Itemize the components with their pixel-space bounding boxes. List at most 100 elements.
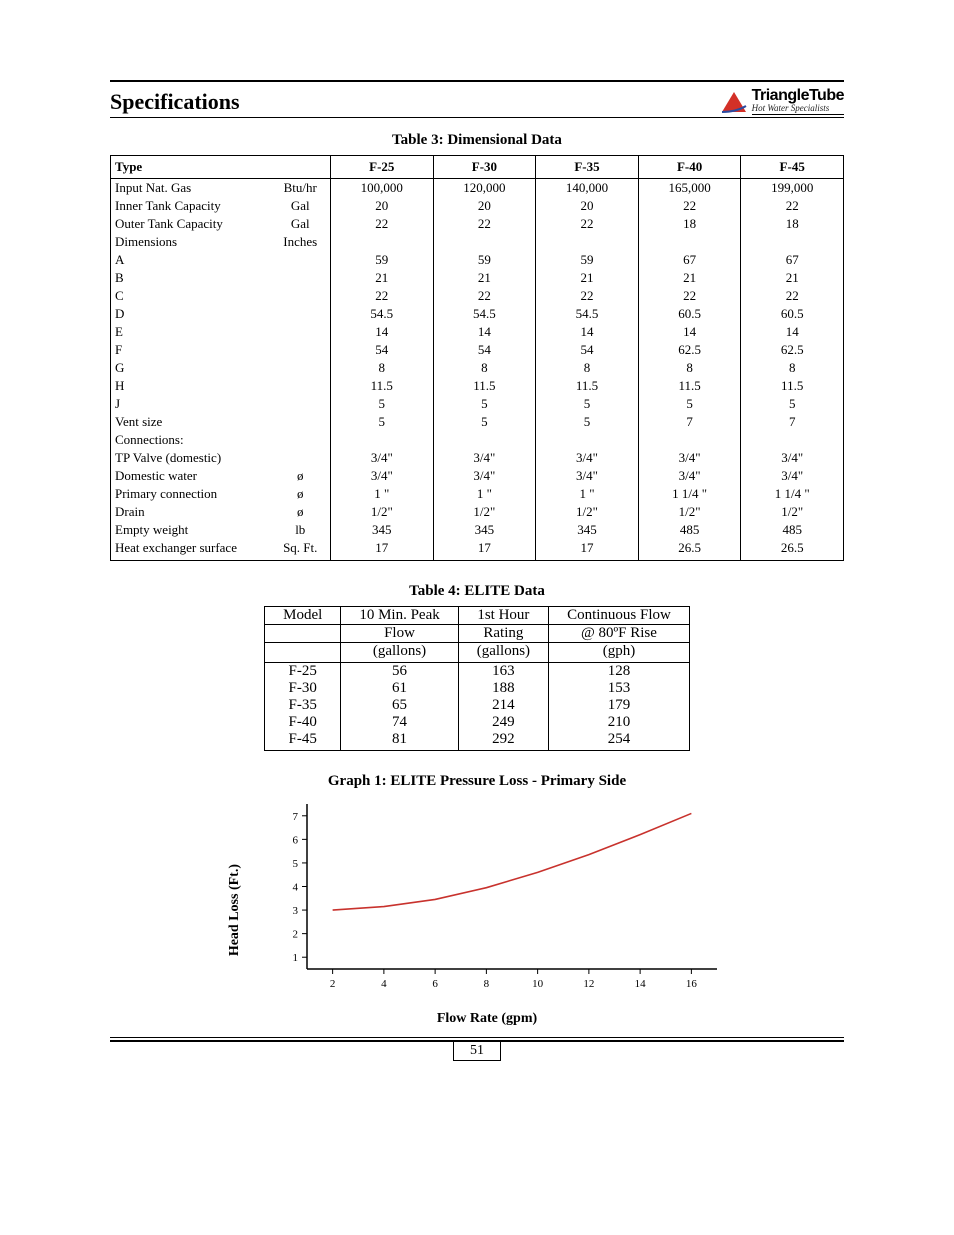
- cell: 17: [536, 539, 639, 561]
- cell: 22: [536, 287, 639, 305]
- cell: F-40: [265, 714, 341, 731]
- cell: 56: [341, 663, 458, 681]
- cell: 67: [741, 251, 844, 269]
- cell: 3/4": [433, 449, 536, 467]
- cell: [536, 233, 639, 251]
- cell: 5: [536, 413, 639, 431]
- row-label: Primary connection: [111, 485, 271, 503]
- cell: 59: [433, 251, 536, 269]
- row-unit: [271, 269, 331, 287]
- cell: 5: [536, 395, 639, 413]
- cell: 210: [549, 714, 690, 731]
- cell: 54: [433, 341, 536, 359]
- cell: 11.5: [741, 377, 844, 395]
- table-row: F-3061188153: [265, 680, 690, 697]
- table-row: Heat exchanger surfaceSq. Ft.17171726.52…: [111, 539, 844, 561]
- table4-head: Model 10 Min. Peak 1st Hour Continuous F…: [265, 607, 690, 663]
- cell: [331, 431, 434, 449]
- cell: 8: [433, 359, 536, 377]
- cell: 179: [549, 697, 690, 714]
- cell: 163: [458, 663, 548, 681]
- cell: 1/2": [638, 503, 741, 521]
- cell: 5: [331, 413, 434, 431]
- table4-h-first3: (gallons): [458, 643, 548, 663]
- cell: 59: [331, 251, 434, 269]
- row-unit: [271, 341, 331, 359]
- cell: 3/4": [638, 467, 741, 485]
- table4-caption: Table 4: ELITE Data: [110, 583, 844, 600]
- table-row: Vent size55577: [111, 413, 844, 431]
- svg-text:6: 6: [432, 978, 438, 990]
- table-row: F54545462.562.5: [111, 341, 844, 359]
- cell: 1 ": [536, 485, 639, 503]
- cell: [536, 431, 639, 449]
- cell: [741, 233, 844, 251]
- cell: 214: [458, 697, 548, 714]
- cell: 74: [341, 714, 458, 731]
- cell: 1 ": [433, 485, 536, 503]
- row-label: Empty weight: [111, 521, 271, 539]
- cell: 1/2": [433, 503, 536, 521]
- table4-h-peak2: Flow: [341, 625, 458, 643]
- row-label: Heat exchanger surface: [111, 539, 271, 561]
- cell: 8: [536, 359, 639, 377]
- cell: 62.5: [638, 341, 741, 359]
- table3-head: Type F-25 F-30 F-35 F-40 F-45: [111, 156, 844, 179]
- cell: 21: [638, 269, 741, 287]
- row-unit: Btu/hr: [271, 179, 331, 198]
- table-row: DimensionsInches: [111, 233, 844, 251]
- table3-col-header: F-45: [741, 156, 844, 179]
- cell: [433, 233, 536, 251]
- cell: [638, 431, 741, 449]
- table-row: A5959596767: [111, 251, 844, 269]
- row-label: Outer Tank Capacity: [111, 215, 271, 233]
- row-label: A: [111, 251, 271, 269]
- table3-col-header: F-30: [433, 156, 536, 179]
- svg-text:3: 3: [293, 905, 299, 917]
- row-label: C: [111, 287, 271, 305]
- table-row: F-3565214179: [265, 697, 690, 714]
- table3-col-header: F-25: [331, 156, 434, 179]
- svg-text:4: 4: [293, 882, 299, 894]
- footer-rule-1: [110, 1037, 844, 1038]
- table4-h-blank: [265, 625, 341, 643]
- cell: 188: [458, 680, 548, 697]
- table3: Type F-25 F-30 F-35 F-40 F-45 Input Nat.…: [110, 155, 844, 561]
- svg-text:6: 6: [293, 834, 299, 846]
- table4-h-cont2: @ 80ºF Rise: [549, 625, 690, 643]
- svg-text:4: 4: [381, 978, 387, 990]
- cell: 17: [331, 539, 434, 561]
- cell: 26.5: [741, 539, 844, 561]
- cell: 11.5: [638, 377, 741, 395]
- table-row: C2222222222: [111, 287, 844, 305]
- svg-text:10: 10: [532, 978, 544, 990]
- cell: 153: [549, 680, 690, 697]
- table4-h-cont3: (gph): [549, 643, 690, 663]
- table-row: H11.511.511.511.511.5: [111, 377, 844, 395]
- table4-h-first2: Rating: [458, 625, 548, 643]
- row-label: Inner Tank Capacity: [111, 197, 271, 215]
- row-label: Input Nat. Gas: [111, 179, 271, 198]
- cell: 3/4": [331, 449, 434, 467]
- cell: 60.5: [741, 305, 844, 323]
- cell: 254: [549, 731, 690, 751]
- row-unit: Sq. Ft.: [271, 539, 331, 561]
- table3-body: Input Nat. GasBtu/hr100,000120,000140,00…: [111, 179, 844, 561]
- row-label: TP Valve (domestic): [111, 449, 271, 467]
- rule-under-header: [110, 117, 844, 118]
- cell: 22: [741, 197, 844, 215]
- table-row: F-2556163128: [265, 663, 690, 681]
- cell: 11.5: [536, 377, 639, 395]
- cell: 3/4": [433, 467, 536, 485]
- cell: [741, 431, 844, 449]
- cell: [638, 233, 741, 251]
- table4-body: F-2556163128F-3061188153F-3565214179F-40…: [265, 663, 690, 751]
- row-label: Dimensions: [111, 233, 271, 251]
- cell: 54.5: [433, 305, 536, 323]
- cell: 3/4": [536, 449, 639, 467]
- cell: 3/4": [638, 449, 741, 467]
- row-unit: ø: [271, 503, 331, 521]
- cell: [433, 431, 536, 449]
- cell: 21: [741, 269, 844, 287]
- cell: 21: [433, 269, 536, 287]
